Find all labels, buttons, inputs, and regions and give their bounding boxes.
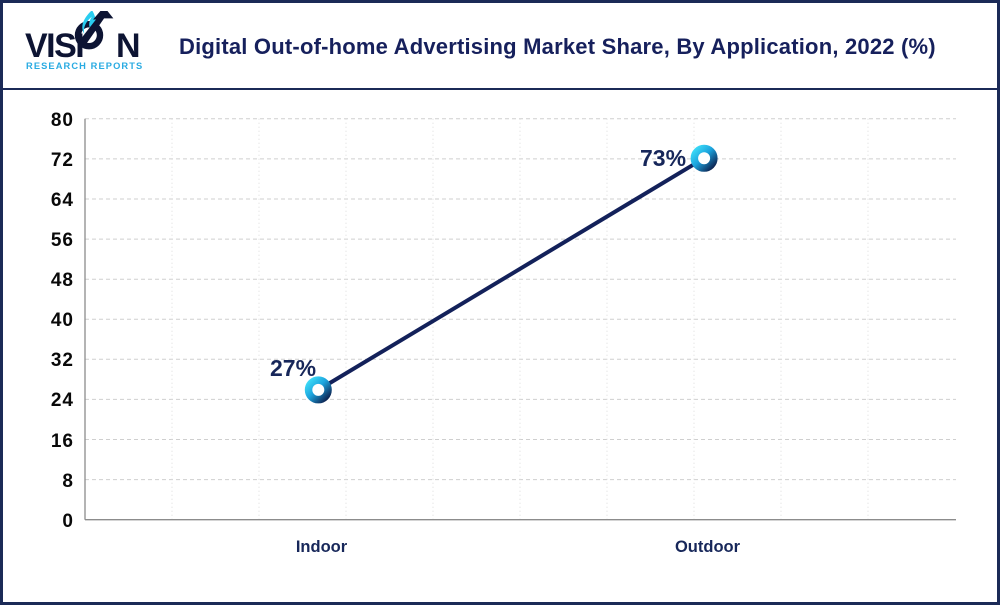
svg-text:RESEARCH REPORTS: RESEARCH REPORTS [26,61,143,71]
svg-text:VISI: VISI [25,27,83,65]
svg-text:N: N [116,27,139,65]
